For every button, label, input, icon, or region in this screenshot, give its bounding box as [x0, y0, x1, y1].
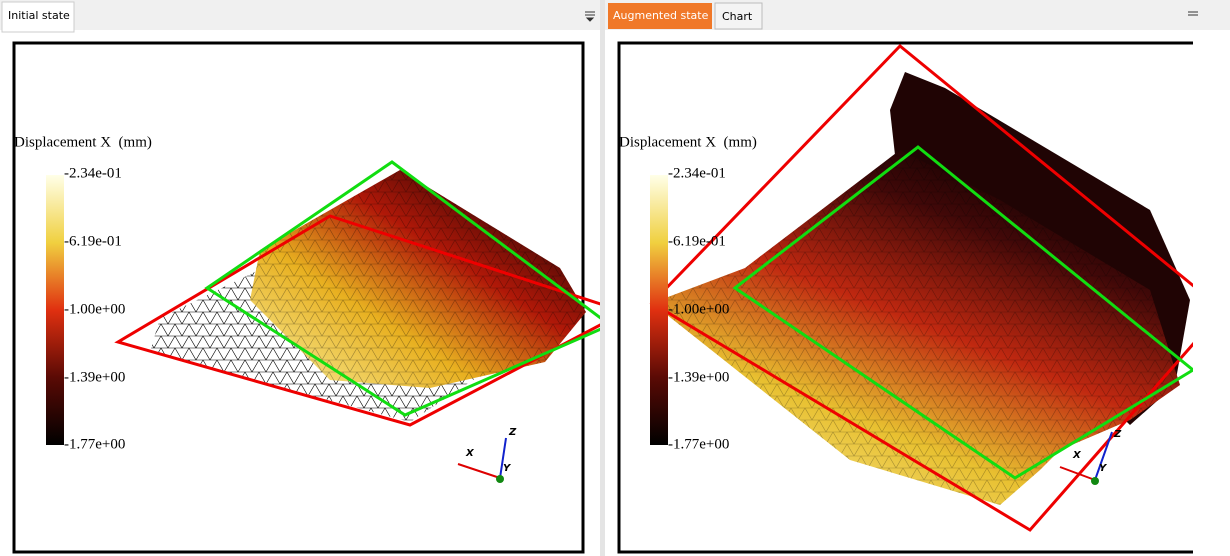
axis-label: Y: [503, 463, 512, 474]
mesh-surface: [250, 170, 586, 388]
legend-label: -2.34e-01: [64, 165, 122, 181]
mesh-surface: [652, 150, 1180, 505]
axis-z: [1094, 431, 1113, 481]
tab[interactable]: [608, 3, 712, 29]
legend-label: -1.00e+00: [668, 301, 729, 317]
splitter[interactable]: [600, 0, 605, 556]
tab-bar: [0, 0, 600, 30]
axis-label: Z: [508, 427, 517, 438]
legend-label: -2.34e-01: [668, 165, 726, 181]
axis-label: Y: [1099, 463, 1108, 474]
clip-edge: [1193, 30, 1230, 556]
axis-label: X: [1072, 450, 1082, 461]
axis-x: [457, 463, 501, 479]
legend-label: -1.77e+00: [668, 436, 729, 452]
tab[interactable]: [1, 1, 75, 33]
axis-triad: X Y Z: [457, 427, 517, 483]
tab-label[interactable]: Initial state: [8, 9, 70, 22]
tab[interactable]: [714, 2, 763, 30]
legend-label: -1.00e+00: [64, 301, 125, 317]
menu-icon[interactable]: [1188, 11, 1198, 16]
menu-icon[interactable]: [585, 11, 595, 22]
tab-label[interactable]: Chart: [722, 10, 753, 23]
legend-title: Displacement X (mm): [14, 134, 152, 150]
legend-label: -1.39e+00: [668, 369, 729, 385]
color-bar: [46, 175, 64, 445]
legend-label: -1.77e+00: [64, 436, 125, 452]
mesh: [652, 72, 1190, 505]
legend-label: -6.19e-01: [64, 233, 122, 249]
legend-label: -6.19e-01: [668, 233, 726, 249]
axis-y: [1091, 477, 1099, 485]
axis-x: [1059, 466, 1096, 481]
legend-title: Displacement X (mm): [619, 134, 757, 150]
axis-z: [499, 437, 507, 479]
axis-triad: X Y Z: [1059, 429, 1122, 485]
legend-label: -1.39e+00: [64, 369, 125, 385]
tab-label[interactable]: Augmented state: [613, 9, 709, 22]
axis-label: Z: [1113, 429, 1122, 440]
axis-y: [496, 475, 504, 483]
mesh: [150, 170, 586, 422]
axis-label: X: [465, 448, 475, 459]
color-bar: [650, 175, 668, 445]
